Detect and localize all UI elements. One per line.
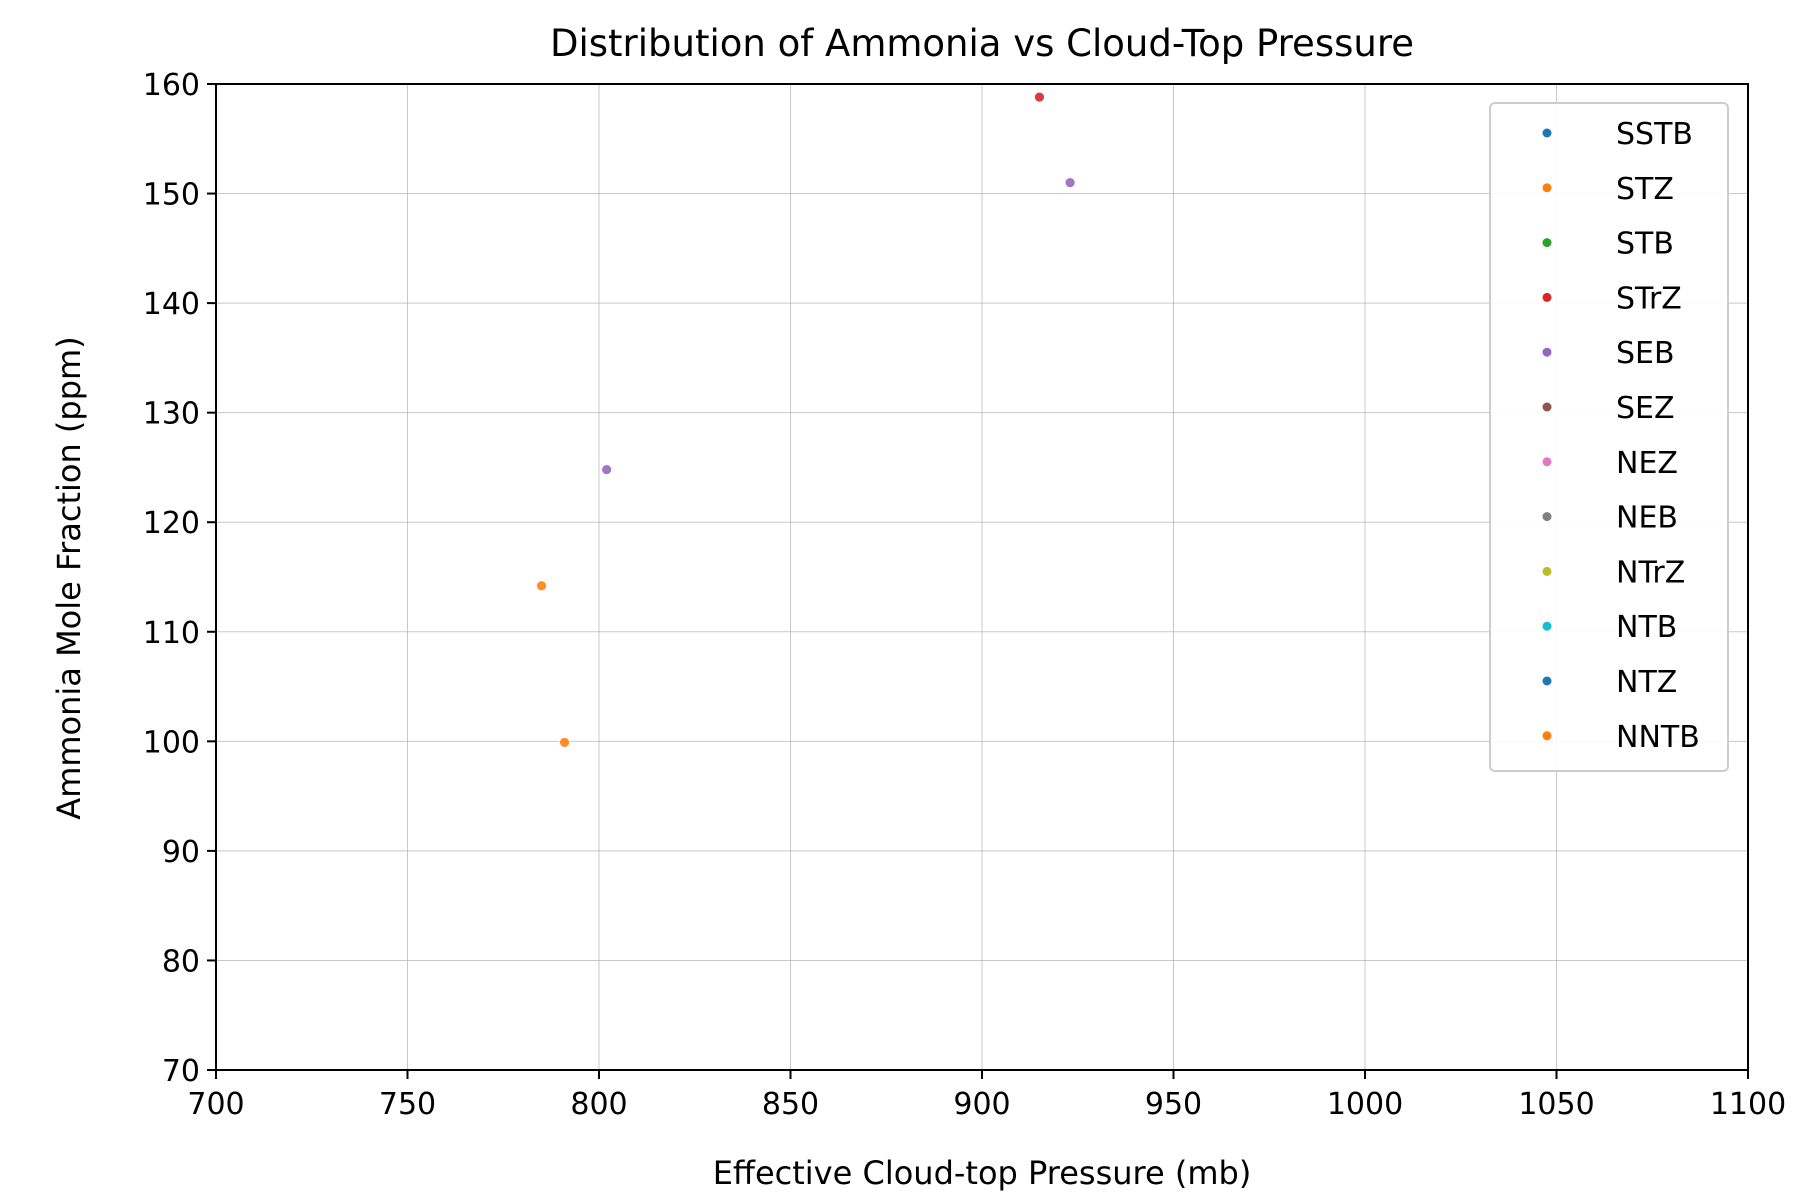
- legend-label-neb: NEB: [1616, 501, 1678, 536]
- data-point-stz: [536, 580, 547, 592]
- legend-label-seb: SEB: [1616, 336, 1675, 371]
- x-tick-label: 800: [570, 1087, 627, 1122]
- legend-label-stz: STZ: [1616, 172, 1674, 207]
- y-tick-label: 90: [162, 835, 200, 870]
- legend-marker-strz: [1542, 292, 1552, 302]
- legend-marker-sstb: [1542, 128, 1552, 138]
- legend-marker-ntrz: [1542, 566, 1552, 576]
- x-tick-label: 950: [1145, 1087, 1202, 1122]
- y-tick-label: 70: [162, 1054, 200, 1089]
- legend-marker-nez: [1542, 457, 1552, 467]
- x-axis-label: Effective Cloud-top Pressure (mb): [713, 1154, 1252, 1192]
- legend-marker-stb: [1542, 238, 1552, 248]
- y-tick-label: 120: [143, 506, 200, 541]
- data-point-seb: [1064, 177, 1076, 189]
- y-axis: 70 80 90 100 110 120 130 140 150 160: [143, 68, 216, 1089]
- data-point-seb: [601, 464, 613, 476]
- legend-marker-neb: [1542, 512, 1552, 522]
- data-point-strz: [1034, 91, 1045, 103]
- legend-marker-ntb: [1542, 621, 1552, 631]
- legend-marker-ntz: [1542, 676, 1552, 686]
- x-tick-label: 900: [953, 1087, 1010, 1122]
- x-axis: 700 750 800 850 900 950 1000 1050 1100: [187, 1070, 1786, 1122]
- legend-marker-nntb: [1542, 731, 1552, 741]
- plot-points: [536, 91, 1076, 748]
- chart-title: Distribution of Ammonia vs Cloud-Top Pre…: [550, 22, 1414, 65]
- plot-frame: [215, 83, 1749, 1071]
- y-tick-label: 160: [143, 68, 200, 103]
- y-tick-label: 150: [143, 178, 200, 213]
- data-point-stz: [559, 737, 570, 748]
- y-tick-label: 80: [162, 944, 200, 979]
- legend-label-strz: STrZ: [1616, 281, 1682, 316]
- legend-label-ntrz: NTrZ: [1616, 555, 1685, 590]
- legend-label-nez: NEZ: [1616, 446, 1678, 481]
- legend-label-stb: STB: [1616, 227, 1674, 262]
- legend-marker-stz: [1542, 183, 1552, 193]
- x-tick-label: 1050: [1518, 1087, 1594, 1122]
- x-tick-label: 1000: [1327, 1087, 1403, 1122]
- legend-label-ntz: NTZ: [1616, 665, 1677, 700]
- y-tick-label: 100: [143, 725, 200, 760]
- y-tick-label: 130: [143, 397, 200, 432]
- y-tick-label: 140: [143, 287, 200, 322]
- legend-box: [1489, 102, 1729, 772]
- legend-label-ntb: NTB: [1616, 610, 1677, 645]
- x-tick-label: 750: [379, 1087, 436, 1122]
- legend-label-nntb: NNTB: [1616, 720, 1700, 755]
- legend-marker-sez: [1542, 402, 1552, 412]
- x-tick-label: 850: [762, 1087, 819, 1122]
- x-tick-label: 700: [187, 1087, 244, 1122]
- legend: SSTB STZ STB STrZ SEB SEZ NEZ NEB NTrZ NTB NTZ NNTB: [1489, 102, 1729, 772]
- legend-label-sstb: SSTB: [1616, 117, 1693, 152]
- legend-label-sez: SEZ: [1616, 391, 1675, 426]
- y-axis-label: Ammonia Mole Fraction (ppm): [50, 336, 88, 819]
- x-tick-label: 1100: [1710, 1087, 1786, 1122]
- legend-marker-seb: [1542, 347, 1552, 357]
- y-tick-label: 110: [143, 616, 200, 651]
